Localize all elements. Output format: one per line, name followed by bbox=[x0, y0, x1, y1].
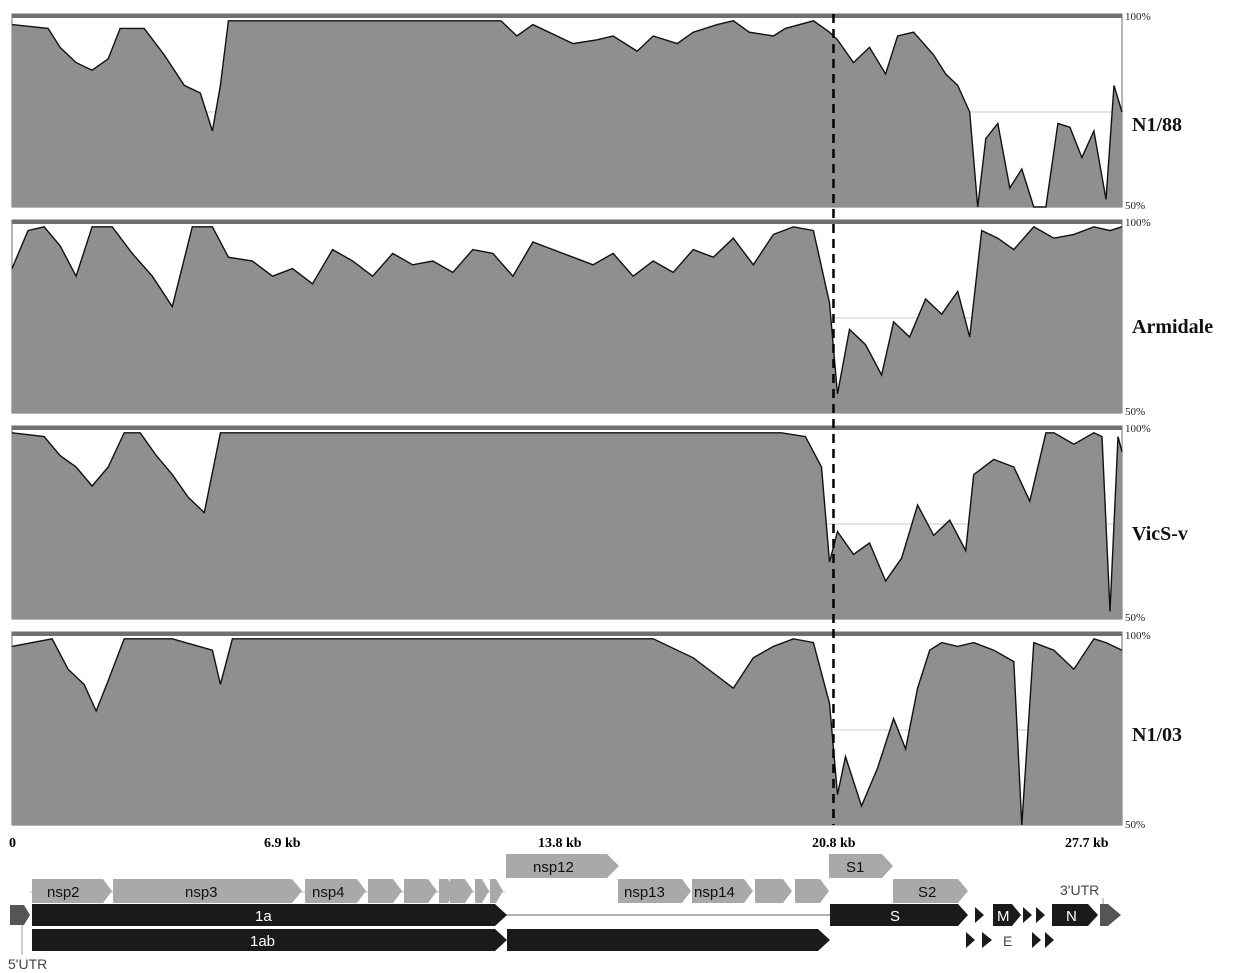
s-gene-arrow bbox=[830, 904, 968, 926]
panel-top-bar bbox=[12, 220, 1122, 224]
panel-4-label: N1/03 bbox=[1132, 724, 1182, 746]
nsp2-label: nsp2 bbox=[47, 884, 80, 901]
panel-1-label: N1/88 bbox=[1132, 114, 1182, 136]
nsp12-arrow bbox=[506, 854, 619, 878]
panel-3-pct-bottom: 50% bbox=[1125, 612, 1145, 624]
x-tick-0: 0 bbox=[9, 836, 16, 851]
m-gene-arrow bbox=[993, 904, 1021, 926]
nsp5-arrow bbox=[368, 879, 402, 903]
similarity-area-3 bbox=[12, 432, 1122, 619]
similarity-area-4 bbox=[12, 638, 1122, 825]
gene-5d-arrow bbox=[1045, 932, 1054, 948]
similarity-line-3 bbox=[11, 432, 1123, 612]
s2-arrow bbox=[893, 879, 968, 903]
s1-label: S1 bbox=[846, 859, 864, 876]
nsp13-label: nsp13 bbox=[624, 884, 665, 901]
panel-2: 100% 50% Armidale bbox=[11, 217, 1213, 418]
nsp15-arrow bbox=[755, 879, 792, 903]
similarity-area-1 bbox=[12, 20, 1122, 207]
gene-5a-arrow bbox=[1023, 907, 1032, 923]
utr3-block bbox=[1100, 904, 1121, 926]
nsp14-label: nsp14 bbox=[694, 884, 735, 901]
utr3-label: 3'UTR bbox=[1060, 882, 1099, 898]
orf-1ab-arrow-part2 bbox=[507, 929, 830, 951]
panel-3: 100% 50% VicS-v bbox=[11, 423, 1188, 624]
panel-4: 100% 50% N1/03 bbox=[11, 630, 1182, 831]
x-axis: 0 6.9 kb 13.8 kb 20.8 kb 27.7 kb bbox=[9, 836, 1109, 851]
panel-4-plot bbox=[11, 632, 1123, 826]
panel-3-plot bbox=[11, 426, 1123, 619]
panel-2-pct-bottom: 50% bbox=[1125, 406, 1145, 418]
nsp3-label: nsp3 bbox=[185, 884, 218, 901]
orf-1a-label: 1a bbox=[255, 908, 272, 925]
e-gene-label: E bbox=[1003, 933, 1012, 949]
x-tick-20-8kb: 20.8 kb bbox=[812, 836, 856, 851]
gene-5b-arrow bbox=[1036, 907, 1045, 923]
n-gene-label: N bbox=[1066, 908, 1077, 925]
s1-arrow bbox=[829, 854, 893, 878]
s-gene-label: S bbox=[890, 908, 900, 925]
panel-2-plot bbox=[11, 220, 1123, 413]
panel-top-bar bbox=[12, 426, 1122, 430]
panel-top-bar bbox=[12, 14, 1122, 18]
nsp4-label: nsp4 bbox=[312, 884, 345, 901]
panel-1: 100% 50% N1/88 bbox=[11, 11, 1182, 212]
s2-label: S2 bbox=[918, 884, 936, 901]
nsp10-arrow bbox=[490, 879, 503, 903]
nsp9-arrow bbox=[475, 879, 489, 903]
panel-3-label: VicS-v bbox=[1132, 523, 1188, 545]
orf-1ab-label: 1ab bbox=[250, 933, 275, 950]
x-tick-13-8kb: 13.8 kb bbox=[538, 836, 582, 851]
nsp4-arrow bbox=[305, 879, 366, 903]
nsp14-arrow bbox=[692, 879, 753, 903]
nsp12-label: nsp12 bbox=[533, 859, 574, 876]
gene-5c-arrow bbox=[1032, 932, 1041, 948]
similarity-area-2 bbox=[12, 226, 1122, 413]
nsp6-arrow bbox=[404, 879, 437, 903]
genome-map: 5'UTR 1a 1ab nsp2 nsp3 nsp4 nsp12 nsp13 … bbox=[8, 854, 1121, 972]
panel-1-pct-bottom: 50% bbox=[1125, 200, 1145, 212]
panel-4-pct-bottom: 50% bbox=[1125, 819, 1145, 831]
utr5-label: 5'UTR bbox=[8, 956, 47, 972]
panel-1-pct-top: 100% bbox=[1125, 11, 1151, 23]
panel-2-pct-top: 100% bbox=[1125, 217, 1151, 229]
m-gene-label: M bbox=[997, 908, 1010, 925]
panel-4-pct-top: 100% bbox=[1125, 630, 1151, 642]
similarity-line-1 bbox=[11, 20, 1123, 208]
panel-2-label: Armidale bbox=[1132, 316, 1213, 338]
x-tick-6-9kb: 6.9 kb bbox=[264, 836, 301, 851]
x-tick-27-7kb: 27.7 kb bbox=[1065, 836, 1109, 851]
nsp16-arrow bbox=[795, 879, 829, 903]
similarity-line-2 bbox=[11, 225, 1123, 395]
nsp13-arrow bbox=[618, 879, 691, 903]
utr5-block bbox=[10, 905, 30, 925]
nsp3-arrow bbox=[113, 879, 302, 903]
gene-3c-arrow bbox=[982, 932, 992, 948]
n-gene-arrow bbox=[1052, 904, 1098, 926]
panel-top-bar bbox=[12, 632, 1122, 636]
similarity-line-4 bbox=[11, 637, 1123, 826]
orf-1ab-arrow-part1 bbox=[32, 929, 507, 951]
nsp8-arrow bbox=[450, 879, 473, 903]
nsp2-arrow bbox=[32, 879, 112, 903]
orf-1a-arrow bbox=[32, 904, 507, 926]
panel-3-pct-top: 100% bbox=[1125, 423, 1151, 435]
gene-3b-arrow bbox=[966, 932, 975, 948]
panel-1-plot bbox=[11, 14, 1123, 208]
gene-3a-arrow bbox=[975, 907, 984, 923]
